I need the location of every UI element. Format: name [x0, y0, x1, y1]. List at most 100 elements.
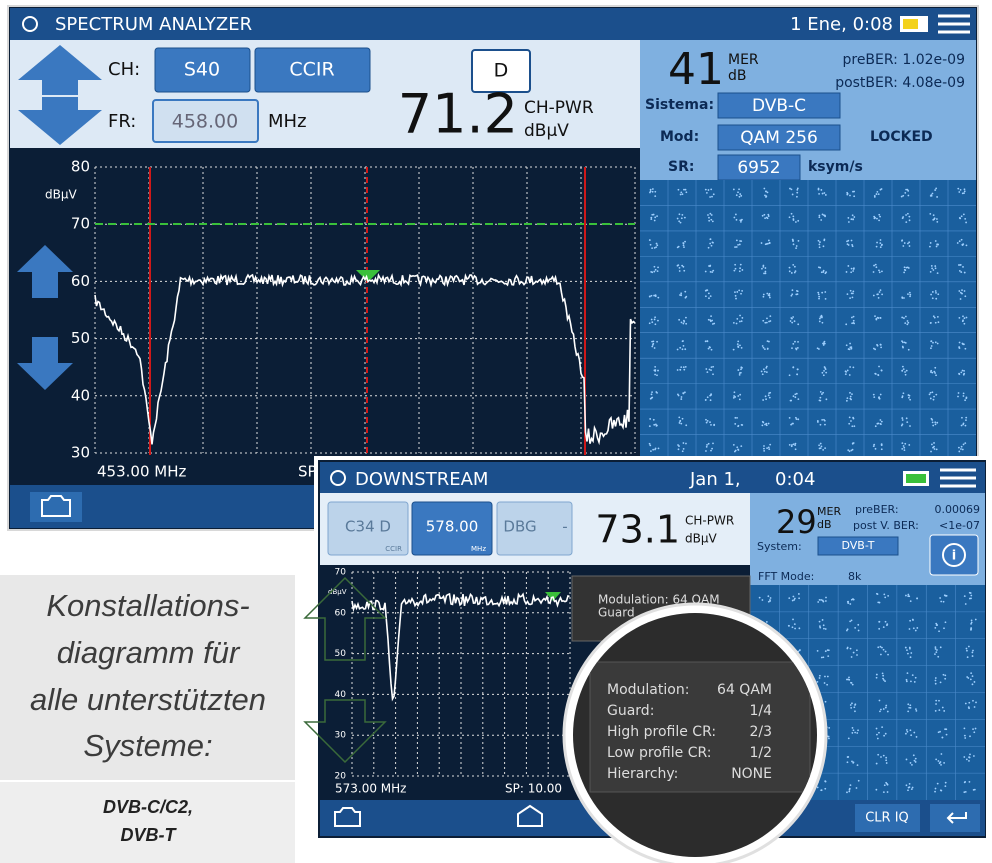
- symbol-point: [876, 593, 879, 596]
- symbol-point: [655, 391, 658, 393]
- symbol-point: [931, 297, 934, 300]
- symbol-point: [682, 322, 685, 325]
- symbol-point: [767, 446, 770, 449]
- symbol-point: [650, 216, 653, 219]
- symbol-point: [964, 442, 967, 444]
- symbol-point: [935, 651, 938, 654]
- menu-icon[interactable]: [938, 14, 970, 34]
- unit: dBµV: [685, 532, 717, 546]
- symbol-point: [938, 699, 940, 702]
- symbol-point: [853, 425, 856, 428]
- symbol-point: [903, 271, 906, 274]
- info-button[interactable]: [929, 534, 979, 576]
- symbol-point: [819, 396, 822, 399]
- button[interactable]: [855, 804, 920, 832]
- symbol-point: [938, 709, 941, 712]
- symbol-point: [941, 706, 944, 709]
- symbol-point: [855, 787, 858, 789]
- symbol-point: [824, 368, 827, 371]
- symbol-point: [959, 188, 962, 191]
- symbol-point: [968, 597, 971, 600]
- row-value: 2/3: [749, 724, 772, 740]
- symbol-point: [707, 442, 710, 445]
- symbol-point: [821, 213, 824, 216]
- symbol-point: [850, 346, 853, 349]
- symbol-point: [957, 392, 960, 394]
- camera-icon[interactable]: [334, 807, 361, 827]
- input[interactable]: [152, 99, 259, 143]
- symbol-point: [934, 341, 937, 344]
- symbol-point: [934, 646, 937, 649]
- up-arrow[interactable]: [17, 245, 73, 298]
- button[interactable]: [254, 47, 371, 93]
- home-icon[interactable]: [517, 804, 543, 827]
- symbol-point: [709, 270, 712, 273]
- up-arrow[interactable]: [18, 45, 102, 95]
- down-arrow[interactable]: [17, 337, 73, 390]
- symbol-point: [850, 598, 853, 601]
- symbol-point: [824, 650, 827, 653]
- symbol-point: [824, 447, 827, 450]
- symbol-point: [846, 293, 849, 295]
- button[interactable]: [411, 501, 493, 556]
- symbol-point: [962, 319, 964, 322]
- symbol-point: [900, 195, 903, 198]
- symbol-point: [849, 342, 851, 345]
- symbol-point: [852, 651, 855, 654]
- symbol-point: [904, 373, 907, 376]
- symbol-point: [763, 348, 766, 350]
- button[interactable]: [327, 501, 409, 556]
- symbol-point: [819, 241, 821, 243]
- symbol-point: [903, 268, 906, 271]
- post-ber: postBER: 4.08e-09: [835, 75, 965, 91]
- symbol-point: [901, 345, 904, 348]
- symbol-point: [904, 322, 907, 325]
- symbol-point: [823, 340, 826, 343]
- down-arrow[interactable]: [303, 699, 387, 764]
- symbol-point: [944, 728, 946, 731]
- symbol-point: [907, 267, 910, 269]
- symbol-point: [765, 321, 768, 324]
- up-arrow[interactable]: [303, 576, 387, 661]
- symbol-point: [851, 245, 854, 248]
- button[interactable]: [471, 49, 531, 93]
- symbol-point: [709, 295, 712, 298]
- symbol-point: [965, 316, 968, 319]
- symbol-point: [792, 316, 795, 318]
- symbol-point: [710, 214, 713, 216]
- button[interactable]: [154, 47, 251, 93]
- symbol-point: [934, 787, 937, 790]
- symbol-point: [848, 416, 851, 419]
- symbol-point: [798, 597, 801, 600]
- symbol-point: [822, 245, 825, 248]
- symbol-point: [963, 727, 966, 730]
- symbol-point: [959, 291, 962, 294]
- symbol-point: [793, 320, 796, 323]
- symbol-point: [943, 594, 946, 597]
- symbol-point: [680, 321, 683, 324]
- symbol-point: [886, 783, 889, 786]
- symbol-point: [653, 347, 656, 349]
- unit: dBµV: [524, 121, 569, 141]
- symbol-point: [704, 399, 707, 401]
- symbol-point: [845, 344, 848, 347]
- symbol-point: [904, 191, 907, 194]
- symbol-point: [795, 247, 798, 250]
- symbol-point: [710, 218, 713, 221]
- button[interactable]: [496, 501, 573, 556]
- menu-icon[interactable]: [940, 468, 976, 488]
- symbol-point: [936, 196, 939, 198]
- symbol-point: [849, 366, 852, 368]
- symbol-point: [740, 292, 742, 295]
- symbol-point: [685, 424, 688, 427]
- mode-value: -: [562, 518, 567, 536]
- symbol-point: [763, 447, 765, 450]
- symbol-point: [762, 264, 765, 267]
- symbol-point: [884, 620, 887, 623]
- symbol-point: [930, 450, 932, 453]
- symbol-point: [824, 780, 827, 783]
- symbol-point: [964, 790, 967, 793]
- down-arrow[interactable]: [18, 97, 102, 145]
- symbol-point: [908, 706, 911, 709]
- symbol-point: [964, 217, 967, 220]
